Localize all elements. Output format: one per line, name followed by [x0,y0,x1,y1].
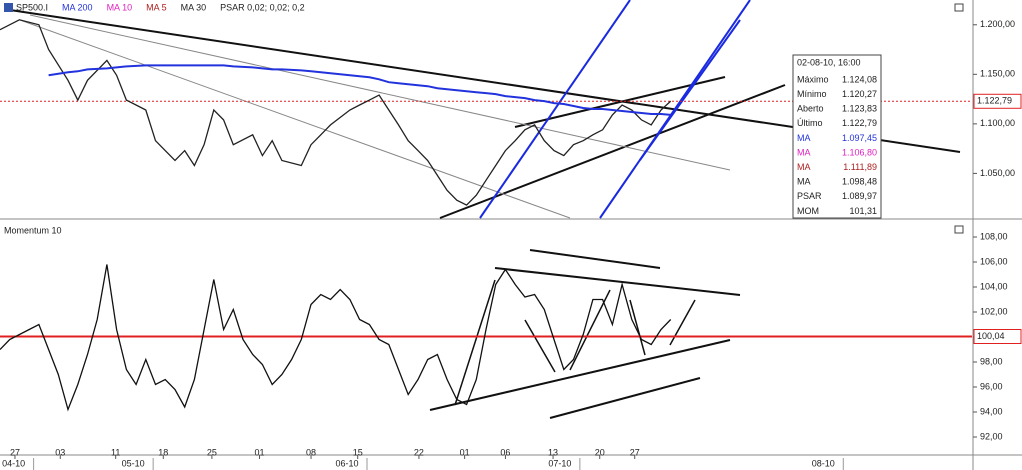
maximize-button[interactable] [954,225,964,234]
legend-item: MA 10 [107,2,133,12]
info-value: 1.106,80 [842,147,877,157]
maximize-button[interactable] [954,3,964,12]
x-tick-label: 15 [353,447,363,457]
info-value: 1.097,45 [842,133,877,143]
info-label: MA [797,177,811,187]
x-tick-label: 08 [306,447,316,457]
info-box-frame [792,54,882,219]
reference-label-box [973,329,1022,344]
y-tick-label: 1.200,00 [980,19,1015,29]
legend-item: MA 200 [62,2,93,12]
info-value: 1.089,97 [842,191,877,201]
y-tick-label: 94,00 [980,406,1003,416]
x-tick-label: 18 [158,447,168,457]
legend-item: PSAR 0,02; 0,02; 0,2 [220,2,305,12]
y-tick-label: 104,00 [980,281,1008,291]
y-tick-label: 102,00 [980,306,1008,316]
info-value: 1.111,89 [843,162,877,172]
info-label: MA [797,147,811,157]
x-tick-label: 20 [595,447,605,457]
panel-title: Momentum 10 [4,225,62,235]
thin-trend-lines [19,14,731,219]
series-line [48,64,671,116]
month-label: 08-10 [812,458,835,468]
info-box-title: 02-08-10, 16:00 [797,57,861,67]
info-value: 1.123,83 [842,104,877,114]
momentum-line [0,264,672,412]
reference-label-box [973,93,1022,109]
x-tick-label: 27 [10,447,20,457]
y-tick-label: 92,00 [980,431,1003,441]
info-value: 1.098,48 [842,177,877,187]
reference-label: 1.122,79 [977,96,1012,106]
info-label: PSAR [797,191,822,201]
info-label: Máximo [797,74,829,84]
info-value: 1.124,08 [842,74,877,84]
x-tick-label: 13 [548,447,558,457]
x-tick-label: 06 [500,447,510,457]
x-tick-label: 11 [111,447,120,457]
y-tick-label: 1.100,00 [980,118,1015,128]
info-value: 1.122,79 [842,118,877,128]
info-label: Aberto [797,104,824,114]
info-label: Último [797,118,823,128]
month-label: 05-10 [122,458,145,468]
x-tick-label: 03 [55,447,65,457]
month-label: 06-10 [335,458,358,468]
month-label: 04-10 [2,458,25,468]
y-tick-label: 108,00 [980,231,1008,241]
parallel-channel [479,0,751,219]
info-label: Mínimo [797,89,827,99]
x-tick-label: 01 [255,447,265,457]
y-tick-label: 96,00 [980,381,1003,391]
y-tick-label: 106,00 [980,256,1008,266]
x-tick-label: 22 [414,447,424,457]
x-tick-label: 25 [207,447,217,457]
reference-label: 100,04 [977,331,1005,341]
month-label: 07-10 [548,458,571,468]
y-tick-label: 1.050,00 [980,168,1015,178]
info-label: MA [797,133,811,143]
legend-item: SP500.I [16,2,48,12]
info-value: 101,31 [849,206,877,216]
legend-item: MA 30 [181,2,207,12]
info-label: MA [797,162,811,172]
y-tick-label: 98,00 [980,356,1003,366]
x-tick-label: 01 [460,447,470,457]
x-tick-label: 27 [630,447,640,457]
info-value: 1.120,27 [842,89,877,99]
info-box: 02-08-10, 16:00 Máximo 1.124,08 Mínimo 1.120… [792,54,882,219]
series-line [0,19,672,206]
symbol-icon [4,3,13,12]
trend-lines [9,9,961,419]
info-label: MOM [797,206,819,216]
y-tick-label: 1.150,00 [980,69,1015,79]
legend-item: MA 5 [146,2,167,12]
